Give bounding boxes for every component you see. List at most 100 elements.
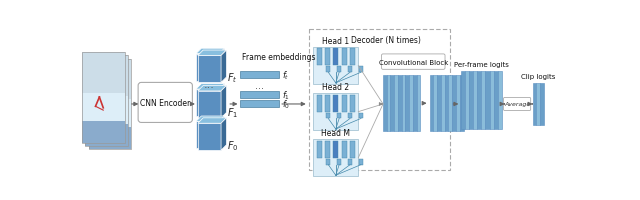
Bar <box>85 124 128 147</box>
Text: $F_{0}$: $F_{0}$ <box>227 138 239 152</box>
Bar <box>326 159 330 165</box>
Bar <box>337 113 341 119</box>
Bar <box>456 76 460 131</box>
Bar <box>497 72 502 130</box>
Text: Head 1: Head 1 <box>322 36 349 45</box>
Polygon shape <box>196 116 225 122</box>
Bar <box>88 59 131 150</box>
Bar <box>241 101 279 108</box>
Text: ...: ... <box>255 81 264 91</box>
Text: ...: ... <box>204 80 215 90</box>
Bar <box>241 72 279 78</box>
Bar <box>394 76 398 131</box>
Bar <box>83 53 125 144</box>
FancyBboxPatch shape <box>381 55 445 70</box>
Polygon shape <box>221 86 227 118</box>
Bar <box>348 67 353 73</box>
Bar <box>359 159 364 165</box>
Bar <box>452 76 456 131</box>
Polygon shape <box>198 124 221 150</box>
Bar <box>461 72 465 130</box>
Bar <box>88 59 131 100</box>
Text: $f_{0}$: $f_{0}$ <box>282 98 290 110</box>
Bar <box>83 121 125 144</box>
Bar <box>308 30 451 170</box>
Bar <box>85 56 128 97</box>
Polygon shape <box>198 56 221 83</box>
Bar <box>342 141 346 158</box>
Bar <box>465 72 469 130</box>
FancyBboxPatch shape <box>504 98 531 111</box>
Polygon shape <box>219 84 225 116</box>
Bar <box>413 76 417 131</box>
Bar <box>337 67 341 73</box>
Bar <box>445 76 449 131</box>
Bar <box>387 76 390 131</box>
Bar <box>317 95 321 112</box>
Bar <box>433 76 437 131</box>
Polygon shape <box>219 49 225 81</box>
Bar <box>350 95 355 112</box>
Bar <box>441 76 445 131</box>
Bar <box>342 95 346 112</box>
Polygon shape <box>196 122 219 149</box>
Text: Per-frame logits: Per-frame logits <box>454 62 509 68</box>
Text: Frame embeddings: Frame embeddings <box>242 53 316 62</box>
Bar <box>402 76 405 131</box>
Bar <box>333 49 338 66</box>
Polygon shape <box>196 90 219 116</box>
Polygon shape <box>196 84 225 90</box>
Bar <box>540 84 544 125</box>
Bar <box>348 159 353 165</box>
Polygon shape <box>198 86 227 91</box>
Bar <box>532 84 536 125</box>
Bar <box>85 56 128 147</box>
Text: $f_{1}$: $f_{1}$ <box>282 89 289 101</box>
Bar <box>449 76 452 131</box>
Bar <box>398 76 402 131</box>
Bar <box>342 49 346 66</box>
Bar <box>390 76 394 131</box>
Text: Head M: Head M <box>321 128 350 137</box>
Bar <box>437 76 441 131</box>
Bar <box>477 72 481 130</box>
Bar <box>493 72 497 130</box>
Bar <box>409 76 413 131</box>
Bar <box>241 91 279 98</box>
Bar <box>405 76 409 131</box>
Text: Clip logits: Clip logits <box>521 74 556 80</box>
Text: Convolutional Block: Convolutional Block <box>379 59 448 65</box>
Polygon shape <box>221 51 227 83</box>
Polygon shape <box>198 118 227 124</box>
Bar <box>325 95 330 112</box>
Bar <box>469 72 474 130</box>
Polygon shape <box>198 91 221 118</box>
Bar <box>337 159 341 165</box>
Bar <box>317 49 321 66</box>
Bar <box>313 48 358 85</box>
Polygon shape <box>196 54 219 81</box>
Bar <box>359 113 364 119</box>
Bar <box>317 141 321 158</box>
Bar <box>486 72 490 130</box>
Bar <box>350 49 355 66</box>
Bar <box>417 76 420 131</box>
Bar <box>325 141 330 158</box>
Bar <box>429 76 433 131</box>
Text: $F_{t}$: $F_{t}$ <box>227 71 237 84</box>
Bar <box>490 72 493 130</box>
Bar <box>313 140 358 176</box>
Bar <box>350 141 355 158</box>
Text: Average: Average <box>504 102 530 107</box>
Bar <box>348 113 353 119</box>
Text: Decoder (N times): Decoder (N times) <box>351 35 421 44</box>
Bar <box>383 76 387 131</box>
Text: $F_{1}$: $F_{1}$ <box>227 106 239 120</box>
Bar <box>326 67 330 73</box>
Text: ...: ... <box>332 122 340 132</box>
Polygon shape <box>198 51 227 56</box>
Bar <box>460 76 463 131</box>
Text: Head 2: Head 2 <box>322 82 349 91</box>
Text: CNN Encoder: CNN Encoder <box>140 98 190 107</box>
FancyBboxPatch shape <box>138 83 193 123</box>
